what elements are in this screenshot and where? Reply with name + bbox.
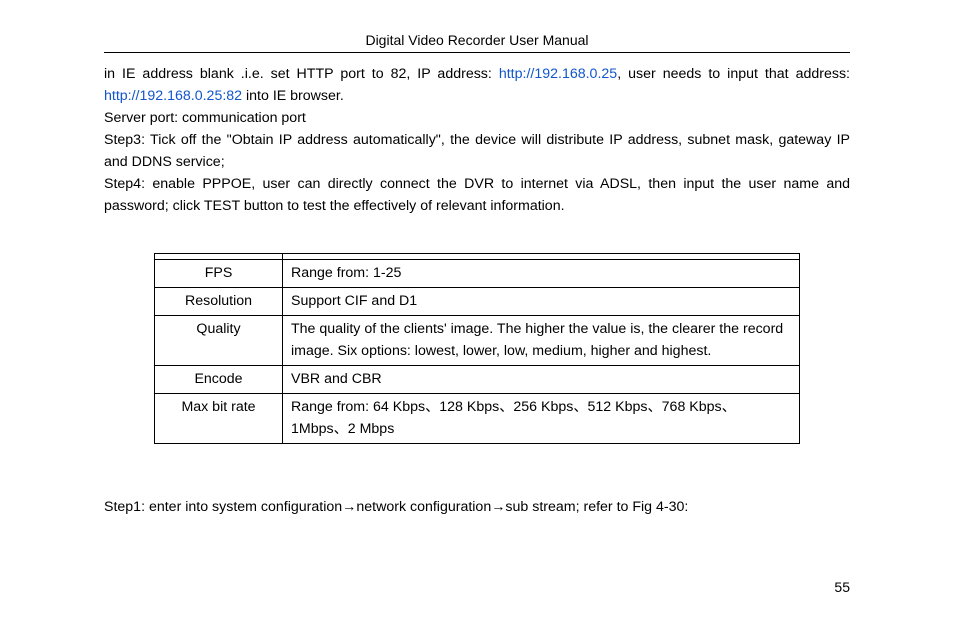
cell-label: Max bit rate (155, 394, 283, 444)
step1-line: Step1: enter into system configuration→n… (104, 496, 850, 518)
cell-value: Support CIF and D1 (283, 288, 800, 316)
server-port-line: Server port: communication port (104, 107, 850, 129)
table-row: Max bit rate Range from: 64 Kbps、128 Kbp… (155, 394, 800, 444)
table-row: Encode VBR and CBR (155, 366, 800, 394)
cell-label: Quality (155, 316, 283, 366)
intro-suffix: into IE browser. (242, 88, 344, 104)
page: Digital Video Recorder User Manual in IE… (0, 0, 954, 637)
cell-label: Resolution (155, 288, 283, 316)
arrow-icon: → (491, 499, 505, 515)
cell-label: FPS (155, 260, 283, 288)
page-header-title: Digital Video Recorder User Manual (104, 32, 850, 48)
intro-mid: , user needs to input that address: (617, 66, 850, 82)
body-text-block: in IE address blank .i.e. set HTTP port … (104, 63, 850, 217)
step4-line: Step4: enable PPPOE, user can directly c… (104, 173, 850, 217)
page-number: 55 (834, 579, 850, 595)
table-row: FPS Range from: 1-25 (155, 260, 800, 288)
header-rule (104, 52, 850, 53)
step1-part2: network configuration (356, 499, 491, 515)
step1-part3: sub stream; refer to Fig 4-30: (505, 499, 688, 515)
ip-link-2[interactable]: http://192.168.0.25:82 (104, 88, 242, 104)
cell-value: The quality of the clients' image. The h… (283, 316, 800, 366)
cell-value: Range from: 64 Kbps、128 Kbps、256 Kbps、51… (283, 394, 800, 444)
cell-label: Encode (155, 366, 283, 394)
cell-value: Range from: 1-25 (283, 260, 800, 288)
step3-line: Step3: Tick off the "Obtain IP address a… (104, 129, 850, 173)
settings-table-wrap: FPS Range from: 1-25 Resolution Support … (154, 253, 800, 444)
ip-link-1[interactable]: http://192.168.0.25 (499, 66, 617, 82)
table-row: Resolution Support CIF and D1 (155, 288, 800, 316)
cell-value: VBR and CBR (283, 366, 800, 394)
settings-table: FPS Range from: 1-25 Resolution Support … (154, 253, 800, 444)
table-row: Quality The quality of the clients' imag… (155, 316, 800, 366)
intro-prefix: in IE address blank .i.e. set HTTP port … (104, 66, 499, 82)
arrow-icon: → (342, 499, 356, 515)
intro-paragraph: in IE address blank .i.e. set HTTP port … (104, 63, 850, 107)
step1-part1: Step1: enter into system configuration (104, 499, 342, 515)
